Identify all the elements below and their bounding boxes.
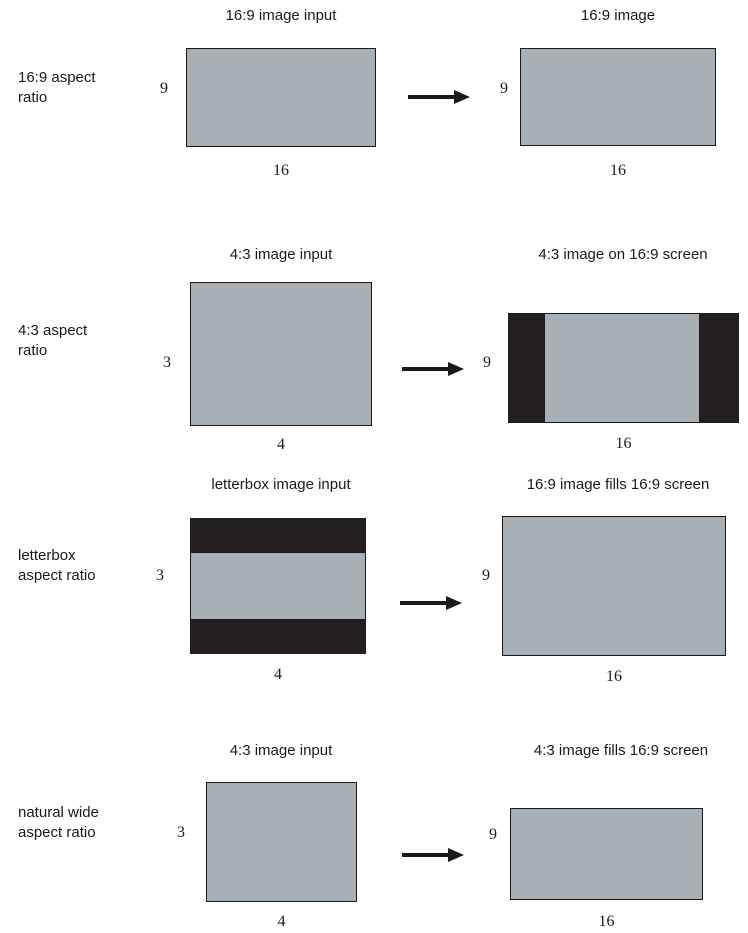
arrow-right-icon (408, 90, 470, 104)
arrow-right-icon (402, 362, 464, 376)
bottom-letterbox-bar (190, 620, 366, 654)
input-heading: 16:9 image input (225, 7, 337, 24)
output-heading: 4:3 image fills 16:9 screen (533, 742, 709, 759)
input-width-label: 4 (277, 436, 285, 453)
input-height-label: 3 (177, 824, 185, 841)
input-heading: 4:3 image input (229, 742, 333, 759)
output-image-4-3 (544, 313, 700, 423)
row-label-letterbox: letterbox aspect ratio (18, 546, 96, 586)
output-image-16-9 (520, 48, 716, 146)
input-image-4-3 (190, 282, 372, 426)
output-image-fills-screen (502, 516, 726, 656)
output-height-label: 9 (483, 354, 491, 371)
top-letterbox-bar (190, 518, 366, 552)
arrow-right-icon (400, 596, 462, 610)
row-label-line: aspect ratio (18, 567, 96, 584)
output-image-stretched (510, 808, 703, 900)
right-pillar-bar (700, 313, 739, 423)
output-heading: 16:9 image (580, 7, 656, 24)
input-width-label: 16 (273, 162, 289, 179)
row-label-line: aspect ratio (18, 824, 96, 841)
left-pillar-bar (508, 313, 544, 423)
input-width-label: 4 (277, 913, 286, 930)
output-width-label: 16 (615, 435, 632, 452)
output-heading: 16:9 image fills 16:9 screen (526, 476, 710, 493)
row-label-line: natural wide (18, 804, 99, 821)
output-height-label: 9 (489, 826, 497, 843)
input-letterbox-image (190, 518, 366, 654)
arrow-right-icon (402, 848, 464, 862)
input-heading: letterbox image input (211, 476, 351, 493)
input-height-label: 9 (160, 80, 168, 97)
row-label-line: ratio (18, 342, 48, 359)
input-height-label: 3 (163, 354, 171, 371)
letterbox-picture (190, 552, 366, 620)
row-label-line: 4:3 aspect (18, 322, 88, 339)
row-label-4-3: 4:3 aspect ratio (18, 321, 87, 361)
row-label-line: 16:9 aspect (18, 69, 96, 86)
input-image-4-3 (206, 782, 357, 902)
input-width-label: 4 (274, 666, 282, 683)
output-width-label: 16 (610, 162, 626, 179)
output-height-label: 9 (500, 80, 508, 97)
row-label-line: letterbox (18, 547, 76, 564)
output-heading: 4:3 image on 16:9 screen (538, 246, 708, 263)
output-height-label: 9 (482, 567, 490, 584)
input-image-16-9 (186, 48, 376, 147)
input-height-label: 3 (156, 567, 164, 584)
output-width-label: 16 (598, 913, 615, 930)
row-label-16-9: 16:9 aspect ratio (18, 68, 96, 108)
output-width-label: 16 (606, 668, 622, 685)
row-label-line: ratio (18, 89, 48, 106)
input-heading: 4:3 image input (229, 246, 333, 263)
row-label-natural-wide: natural wide aspect ratio (18, 803, 99, 843)
output-screen-pillarbox (508, 313, 739, 423)
